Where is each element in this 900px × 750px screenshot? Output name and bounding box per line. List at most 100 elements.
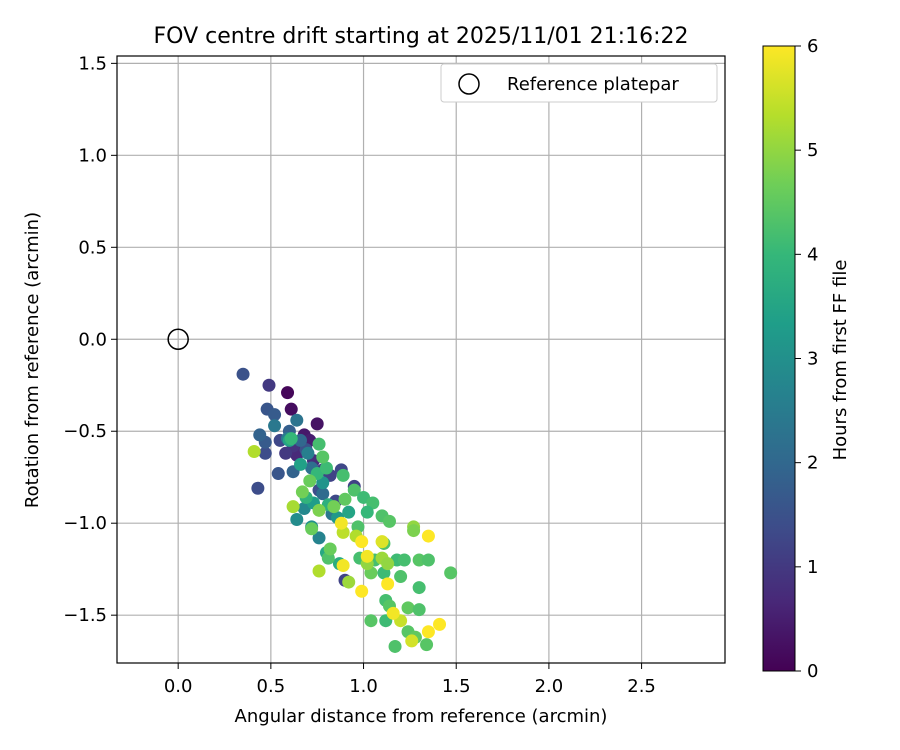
colorbar-tick-label: 6 [807,36,818,57]
y-tick-label: 1.5 [78,53,107,74]
data-point [251,481,265,495]
data-point [290,413,304,427]
y-axis-label: Rotation from reference (arcmin) [22,212,43,508]
data-point [375,535,389,549]
data-point [316,450,330,464]
legend-entry-reference-platepar: Reference platepar [507,74,679,95]
data-point [312,564,326,578]
colorbar-tick-label: 4 [807,244,818,265]
x-tick-label: 1.0 [349,676,378,697]
x-tick-label: 0.5 [257,676,286,697]
x-axis-label: Angular distance from reference (arcmin) [235,706,608,727]
y-axis-ticks: 1.5 1.0 0.5 0.0 −0.5 −1.0 −1.5 [63,53,117,626]
data-point [382,514,396,528]
colorbar [762,45,796,672]
data-point [421,553,435,567]
y-tick-label: 1.0 [78,145,107,166]
data-point [421,529,435,543]
data-point [319,461,333,475]
data-point [444,566,458,580]
data-point [284,402,298,416]
reference-platepar-marker [167,328,189,351]
data-point [360,505,374,519]
y-tick-label: −1.0 [63,513,107,534]
data-point [334,516,348,530]
x-tick-label: 2.0 [535,676,564,697]
data-point [355,584,369,598]
data-point [303,474,317,488]
data-point [364,614,378,628]
data-point [360,549,374,563]
colorbar-tick-label: 5 [807,140,818,161]
grid [117,56,725,663]
x-tick-label: 1.5 [442,676,471,697]
y-tick-label: 0.0 [78,329,107,350]
data-point [381,557,395,571]
data-point [312,531,326,545]
data-point [405,634,419,648]
data-point [412,603,426,617]
data-point [310,417,324,431]
data-point [412,553,426,567]
data-point [284,432,298,446]
data-point [394,570,408,584]
data-point [286,500,300,514]
x-tick-label: 0.0 [164,676,193,697]
data-point [420,638,434,652]
data-point [312,437,326,451]
data-point [342,575,356,589]
data-point [236,367,250,381]
chart-title: FOV centre drift starting at 2025/11/01 … [154,24,689,49]
data-point [355,535,369,549]
data-point [253,428,267,442]
data-point [271,467,285,481]
data-point [294,457,308,471]
data-point [295,485,309,499]
colorbar-tick-label: 3 [807,349,818,370]
plot-frame [116,55,726,664]
data-point [279,446,293,460]
data-point [433,617,447,631]
legend: Reference platepar [440,63,718,103]
data-point [388,639,402,653]
data-point [381,577,395,591]
legend-box [440,63,718,103]
data-point [412,581,426,595]
data-point [407,524,421,538]
data-point [301,446,315,460]
legend-marker-circle [458,73,480,95]
data-point [386,606,400,620]
data-point [323,542,337,556]
colorbar-ticks: 0 1 2 3 4 5 6 [795,36,818,682]
data-point [401,601,415,615]
data-point [312,503,326,517]
data-point [342,505,356,519]
y-tick-label: −0.5 [63,421,107,442]
data-point [268,419,282,433]
scatter-points [236,367,458,653]
data-point [247,444,261,458]
data-point [338,492,352,506]
colorbar-tick-label: 1 [807,557,818,578]
data-point [281,386,295,400]
x-axis-ticks: 0.0 0.5 1.0 1.5 2.0 2.5 [164,663,656,697]
data-point [316,487,330,501]
data-point [305,522,319,536]
data-point [262,378,276,392]
data-point [268,408,282,422]
data-point [258,446,272,460]
data-point [421,625,435,639]
colorbar-label: Hours from first FF file [830,260,851,461]
colorbar-tick-label: 0 [807,661,818,682]
data-point [347,483,361,497]
colorbar-tick-label: 2 [807,453,818,474]
data-point [290,513,304,527]
y-tick-label: 0.5 [78,237,107,258]
x-tick-label: 2.5 [627,676,656,697]
y-tick-label: −1.5 [63,605,107,626]
data-point [336,559,350,573]
data-point [336,468,350,482]
data-point [327,500,341,514]
data-point [397,553,411,567]
